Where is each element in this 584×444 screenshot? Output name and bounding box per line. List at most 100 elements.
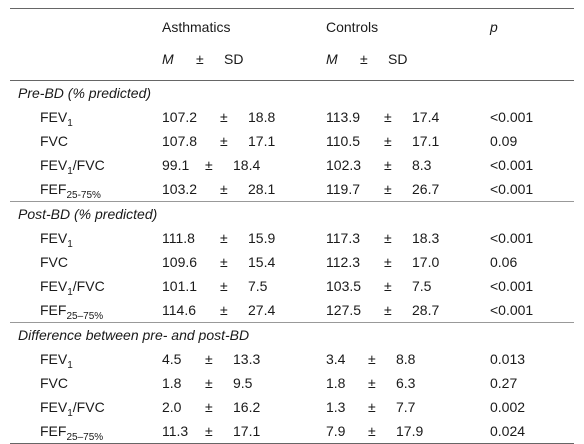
controls-mean: 113.9 xyxy=(326,109,360,125)
label-base: FEV xyxy=(40,399,68,415)
controls-sd: 17.4 xyxy=(412,109,440,125)
asthmatics-sd: 28.1 xyxy=(248,181,276,197)
label-subscript: 1 xyxy=(67,360,73,371)
label-subscript: 1 xyxy=(67,408,73,419)
controls-mean: 127.5 xyxy=(326,302,362,318)
header-controls: Controls xyxy=(326,19,379,35)
label-base: FEV xyxy=(40,157,68,173)
table-row: FEV1/FVC 99.1 ±18.4 102.3 ±8.3 <0.001 xyxy=(10,153,574,177)
asthmatics-mean: 4.5 xyxy=(162,351,182,367)
controls-mean: 1.8 xyxy=(326,375,346,391)
row-label: FEF25–75% xyxy=(40,298,103,322)
p-value: 0.024 xyxy=(490,423,526,439)
asthmatics-mean: 11.3 xyxy=(162,423,189,439)
results-table: Asthmatics Controls p M ± SD M ± SD Pre-… xyxy=(10,8,574,444)
asthmatics-pm: ± xyxy=(220,181,228,197)
row-label: FEV1 xyxy=(40,105,73,129)
header-controls-sd: SD xyxy=(388,51,408,67)
asthmatics-pm: ± xyxy=(220,302,228,318)
asthmatics-sd: 15.9 xyxy=(248,230,276,246)
header-asthmatics-pm: ± xyxy=(196,51,204,67)
label-subscript: 25-75% xyxy=(66,190,101,201)
asthmatics-sd: 9.5 xyxy=(233,375,253,391)
controls-pm: ± xyxy=(384,181,392,197)
section-title: Difference between pre- and post-BD xyxy=(10,322,574,347)
asthmatics-sd: 17.1 xyxy=(248,133,276,149)
label-subscript: 1 xyxy=(67,118,73,129)
label-base: FVC xyxy=(40,133,68,149)
controls-sd: 8.3 xyxy=(412,157,432,173)
asthmatics-sd: 15.4 xyxy=(248,254,276,270)
asthmatics-pm: ± xyxy=(205,351,213,367)
p-value: <0.001 xyxy=(490,157,534,173)
table-body: Pre-BD (% predicted) FEV1 107.2 ±18.8 113.9 ±… xyxy=(10,81,574,443)
controls-sd: 6.3 xyxy=(396,375,416,391)
label-base: FEV xyxy=(40,230,68,246)
label-base: FEV xyxy=(40,278,68,294)
header-asthmatics-sd: SD xyxy=(224,51,244,67)
asthmatics-pm: ± xyxy=(220,254,228,270)
label-base: FEF xyxy=(40,181,67,197)
asthmatics-pm: ± xyxy=(205,399,213,415)
controls-mean: 103.5 xyxy=(326,278,362,294)
p-value: <0.001 xyxy=(490,278,534,294)
controls-sd: 7.5 xyxy=(412,278,432,294)
controls-mean: 3.4 xyxy=(326,351,346,367)
header-asthmatics: Asthmatics xyxy=(162,19,231,35)
header-controls-pm: ± xyxy=(360,51,368,67)
row-label: FEV1/FVC xyxy=(40,274,105,298)
p-value: <0.001 xyxy=(490,181,534,197)
row-label: FEV1/FVC xyxy=(40,395,105,419)
controls-pm: ± xyxy=(384,302,392,318)
header-p-value: p xyxy=(490,19,498,35)
controls-pm: ± xyxy=(384,157,392,173)
label-base: FEF xyxy=(40,423,67,439)
controls-mean: 1.3 xyxy=(326,399,346,415)
asthmatics-sd: 13.3 xyxy=(233,351,261,367)
controls-mean: 110.5 xyxy=(326,133,360,149)
asthmatics-sd: 7.5 xyxy=(248,278,268,294)
asthmatics-pm: ± xyxy=(220,109,228,125)
asthmatics-mean: 1.8 xyxy=(162,375,182,391)
asthmatics-mean: 111.8 xyxy=(162,230,195,246)
asthmatics-mean: 103.2 xyxy=(162,181,198,197)
controls-pm: ± xyxy=(384,254,392,270)
table-row: FEF25–75% 114.6 ±27.4 127.5 ±28.7 <0.001 xyxy=(10,298,574,322)
table-row: FEV1/FVC 2.0 ±16.2 1.3 ±7.7 0.002 xyxy=(10,395,574,419)
controls-sd: 7.7 xyxy=(396,399,416,415)
label-subscript: 1 xyxy=(67,166,73,177)
asthmatics-pm: ± xyxy=(220,230,228,246)
row-label: FEV1 xyxy=(40,347,73,371)
asthmatics-pm: ± xyxy=(220,278,228,294)
controls-mean: 119.7 xyxy=(326,181,360,197)
asthmatics-mean: 114.6 xyxy=(162,302,196,318)
controls-pm: ± xyxy=(384,230,392,246)
row-label: FEF25–75% xyxy=(40,419,103,443)
label-base: FVC xyxy=(40,375,68,391)
table-row: FEV1 107.2 ±18.8 113.9 ±17.4 <0.001 xyxy=(10,105,574,129)
section-title: Pre-BD (% predicted) xyxy=(18,85,152,101)
controls-sd: 17.1 xyxy=(412,133,440,149)
p-value: 0.09 xyxy=(490,133,518,149)
p-value: 0.002 xyxy=(490,399,526,415)
p-value: 0.013 xyxy=(490,351,526,367)
table-row: FVC 107.8 ±17.1 110.5 ±17.1 0.09 xyxy=(10,129,574,153)
table-row: FVC 1.8 ±9.5 1.8 ±6.3 0.27 xyxy=(10,371,574,395)
table-row: FEF25–75% 11.3 ±17.1 7.9 ±17.9 0.024 xyxy=(10,419,574,443)
label-suffix: /FVC xyxy=(72,399,105,415)
row-label: FEF25-75% xyxy=(40,177,101,201)
header-controls-mean: M xyxy=(326,51,338,67)
asthmatics-mean: 107.8 xyxy=(162,133,198,149)
asthmatics-sd: 18.8 xyxy=(248,109,276,125)
controls-pm: ± xyxy=(384,109,392,125)
controls-mean: 112.3 xyxy=(326,254,360,270)
row-label: FVC xyxy=(40,250,68,274)
label-suffix: /FVC xyxy=(72,157,105,173)
p-value: 0.27 xyxy=(490,375,518,391)
controls-pm: ± xyxy=(368,351,376,367)
asthmatics-pm: ± xyxy=(220,133,228,149)
controls-sd: 18.3 xyxy=(412,230,440,246)
controls-pm: ± xyxy=(384,278,392,294)
table-row: FEF25-75% 103.2 ±28.1 119.7 ±26.7 <0.001 xyxy=(10,177,574,201)
header-divider xyxy=(10,80,574,81)
